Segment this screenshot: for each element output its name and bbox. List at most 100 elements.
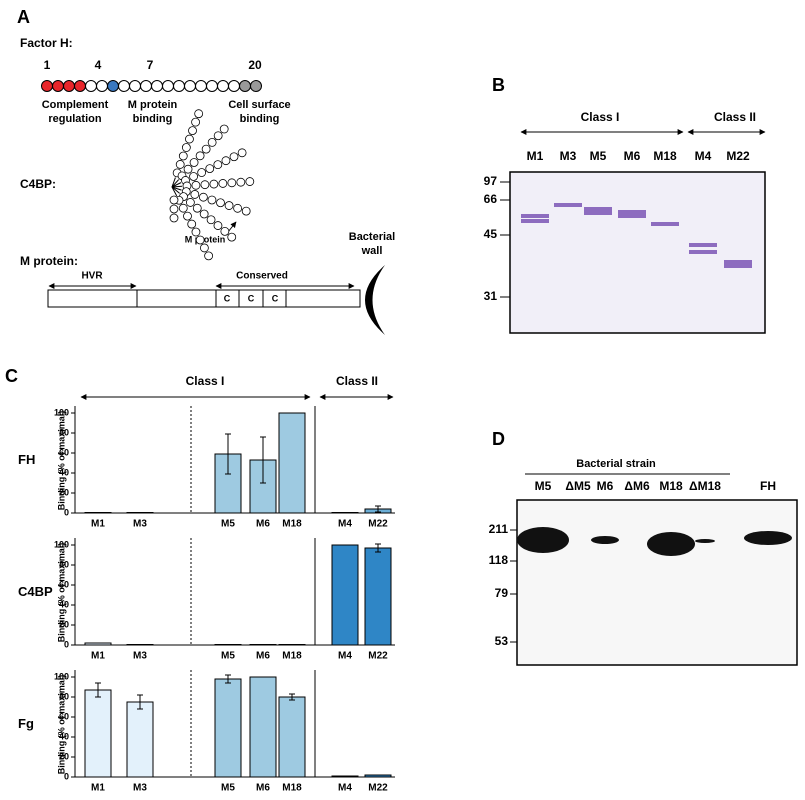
- subunit: [201, 144, 211, 154]
- x-tick-label: M1: [91, 783, 105, 794]
- subunit: [192, 203, 202, 213]
- x-tick-label: M5: [221, 651, 235, 662]
- subunit: [245, 177, 255, 186]
- subunit: [191, 227, 201, 237]
- bar: [331, 775, 359, 778]
- y-tick-label: 60: [59, 447, 69, 457]
- subunit: [213, 221, 223, 230]
- marker-label: 45: [484, 227, 498, 241]
- m-protein-body: [47, 289, 361, 308]
- subunit: [229, 152, 239, 162]
- gel-band: [521, 214, 549, 218]
- domain: [118, 80, 130, 92]
- subunit: [205, 164, 215, 173]
- domain: [140, 80, 152, 92]
- y-tick-label: 100: [54, 671, 69, 681]
- lane-label: M18: [653, 149, 677, 163]
- group-label: Class II: [714, 110, 756, 124]
- lane-label: M5: [590, 149, 607, 163]
- x-tick-label: M6: [256, 651, 270, 662]
- chart-title: FH: [18, 452, 35, 467]
- bar: [278, 644, 306, 646]
- subunit: [195, 235, 205, 245]
- y-tick-label: 0: [64, 639, 69, 649]
- bar: [278, 696, 306, 778]
- y-tick-label: 40: [59, 467, 69, 477]
- domain: [96, 80, 108, 92]
- subunit: [219, 124, 229, 134]
- domain: [74, 80, 86, 92]
- bar: [126, 701, 154, 778]
- subunit: [175, 160, 185, 169]
- y-tick-label: 0: [64, 771, 69, 781]
- subunit: [227, 232, 237, 242]
- domain: [239, 80, 251, 92]
- domain-label: Cell surface binding: [228, 99, 291, 125]
- blot-band: [517, 527, 569, 553]
- stalk: [171, 186, 180, 194]
- y-tick-label: 20: [59, 619, 69, 629]
- y-tick-label: 20: [59, 487, 69, 497]
- domain: [107, 80, 119, 92]
- x-tick-label: M3: [133, 651, 147, 662]
- x-tick-label: M5: [221, 783, 235, 794]
- subunit: [178, 151, 188, 161]
- domain-number: 1: [44, 58, 51, 72]
- lane-label: M3: [560, 149, 577, 163]
- stalk: [171, 186, 182, 191]
- subunit: [236, 177, 246, 187]
- subunit: [220, 226, 230, 236]
- bar: [84, 642, 112, 646]
- domain-label: M protein binding: [127, 99, 178, 125]
- diagram-title: Factor H:: [20, 36, 73, 50]
- gel-band: [689, 243, 717, 247]
- subunit: [206, 215, 216, 225]
- lane-label: M18: [659, 479, 683, 493]
- panel-label: D: [492, 429, 505, 449]
- repeat-label: C: [272, 293, 279, 303]
- domain: [151, 80, 163, 92]
- subunit: [237, 148, 247, 158]
- c-repeats: [215, 289, 287, 308]
- subunit: [191, 180, 201, 190]
- gel-band: [584, 207, 612, 211]
- gel-band: [724, 260, 752, 264]
- lane-label: ΔM6: [624, 479, 650, 493]
- bar: [84, 689, 112, 778]
- blot-band: [647, 532, 695, 556]
- stalk: [171, 177, 176, 188]
- x-tick-label: M18: [282, 783, 302, 794]
- lane-label: M6: [624, 149, 641, 163]
- subunit: [187, 219, 197, 229]
- y-tick-label: 40: [59, 599, 69, 609]
- y-axis-label: Binding (% of maximal): [56, 411, 66, 511]
- domain: [129, 80, 141, 92]
- lane-label: M4: [695, 149, 712, 163]
- x-tick-label: M6: [256, 519, 270, 530]
- subunit: [169, 213, 179, 223]
- bar: [214, 644, 242, 646]
- y-tick-label: 60: [59, 579, 69, 589]
- x-tick-label: M5: [221, 519, 235, 530]
- x-tick-label: M3: [133, 783, 147, 794]
- domain: [184, 80, 196, 92]
- lane-label: M6: [597, 479, 614, 493]
- gel-band: [618, 210, 646, 214]
- marker-label: 53: [495, 634, 509, 648]
- diagram-label: M protein: [185, 234, 226, 244]
- bar: [249, 676, 277, 778]
- subunit: [204, 251, 214, 261]
- domain: [85, 80, 97, 92]
- gel-band: [689, 250, 717, 254]
- group-label: Class I: [186, 374, 225, 388]
- subunit: [183, 211, 192, 221]
- y-axis-label: Binding (% of maximal): [56, 675, 66, 775]
- subunit: [213, 160, 223, 170]
- bar: [249, 644, 277, 646]
- subunit: [199, 209, 209, 219]
- domain-number: 20: [248, 58, 262, 72]
- subunit: [183, 164, 193, 174]
- subunit: [189, 158, 199, 167]
- repeat-label: C: [248, 293, 255, 303]
